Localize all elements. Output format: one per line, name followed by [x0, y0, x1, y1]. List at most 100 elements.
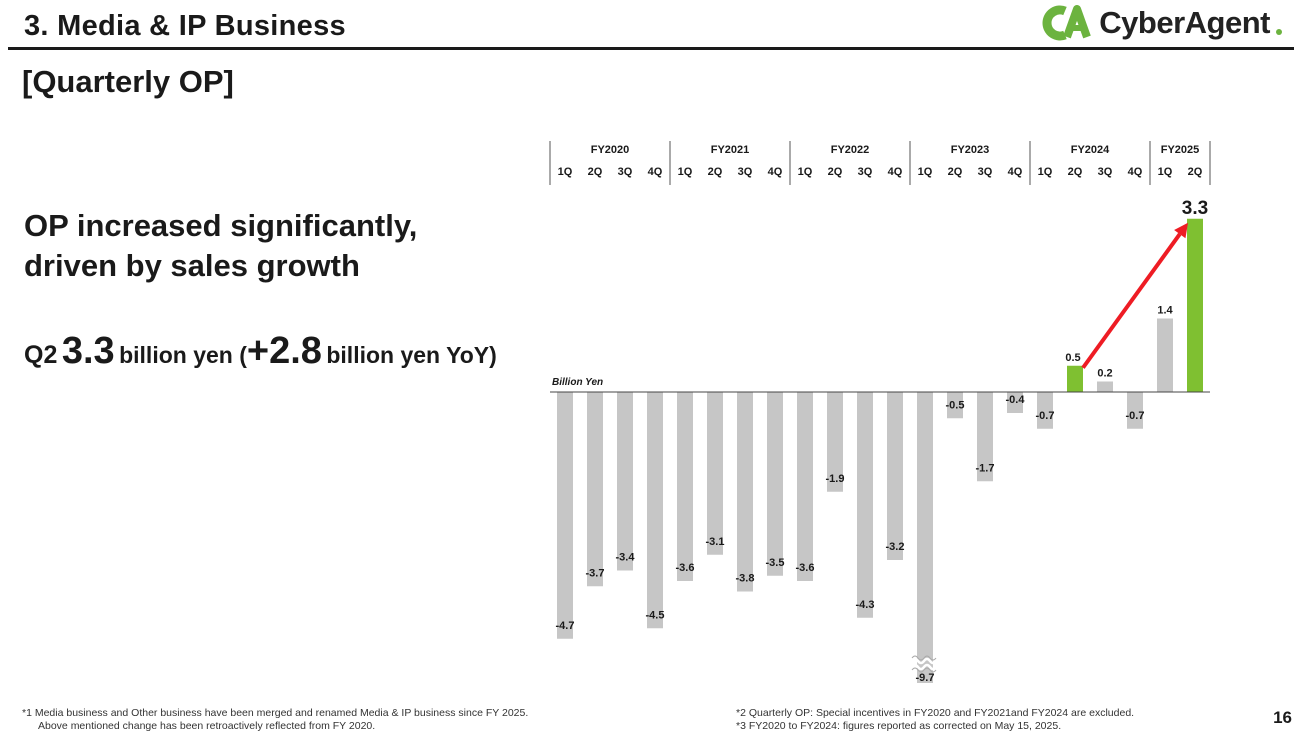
quarter-label: 1Q	[1038, 166, 1053, 178]
quarter-label: 1Q	[558, 166, 573, 178]
quarter-label: 4Q	[1008, 166, 1023, 178]
kpi-quarter: Q2	[24, 341, 58, 369]
bar	[1157, 318, 1173, 392]
data-label: -0.4	[1006, 394, 1026, 406]
ca-logo-mark-icon	[1042, 5, 1092, 41]
quarter-label: 3Q	[858, 166, 873, 178]
logo-dot	[1276, 29, 1282, 35]
bar	[977, 392, 993, 482]
bar	[617, 392, 633, 571]
data-label: 1.4	[1157, 305, 1173, 317]
quarter-label: 3Q	[618, 166, 633, 178]
bar	[737, 392, 753, 592]
data-label: 0.5	[1065, 352, 1080, 364]
fy-label-fy2021: FY2021	[711, 144, 750, 156]
bar	[1007, 392, 1023, 413]
kpi-yoy: +2.8	[246, 330, 322, 372]
quarter-label: 4Q	[768, 166, 783, 178]
data-label: -3.6	[676, 562, 695, 574]
quarter-label: 1Q	[678, 166, 693, 178]
data-label: -3.8	[736, 573, 755, 585]
bar	[857, 392, 873, 618]
bar	[947, 392, 963, 419]
kpi-value: 3.3	[61, 330, 115, 372]
headline: OP increased significantly, driven by sa…	[24, 206, 544, 286]
quarter-label: 2Q	[948, 166, 963, 178]
quarter-label: 3Q	[1098, 166, 1113, 178]
data-label: -3.2	[886, 541, 905, 553]
footnote-1-line-1: *1 Media business and Other business hav…	[22, 707, 529, 719]
footnote-1: *1 Media business and Other business hav…	[22, 707, 528, 733]
headline-line-1: OP increased significantly,	[24, 208, 418, 243]
quarter-label: 2Q	[828, 166, 843, 178]
footnote-1-line-2: Above mentioned change has been retroact…	[38, 720, 376, 732]
logo-text: CyberAgent	[1099, 5, 1270, 40]
quarter-label: 2Q	[588, 166, 603, 178]
bar	[707, 392, 723, 555]
unit-label: Billion Yen	[552, 377, 603, 388]
bar	[1097, 381, 1113, 392]
section-title: 3. Media & IP Business	[24, 10, 346, 42]
headline-line-2: driven by sales growth	[24, 248, 360, 283]
bar	[557, 392, 573, 639]
kpi-summary: Q2 3.3 billion yen (+2.8 billion yen YoY…	[24, 330, 497, 373]
bar	[797, 392, 813, 581]
data-label: -0.7	[1126, 410, 1145, 422]
data-label: -1.9	[826, 473, 845, 485]
fy-label-fy2022: FY2022	[831, 144, 870, 156]
fy-label-fy2024: FY2024	[1071, 144, 1110, 156]
data-label: -3.6	[796, 562, 815, 574]
data-label: -3.5	[766, 557, 785, 569]
data-label: -4.3	[856, 599, 875, 611]
quarter-label: 2Q	[1068, 166, 1083, 178]
quarter-label: 2Q	[708, 166, 723, 178]
data-label: -3.4	[616, 552, 636, 564]
bar	[827, 392, 843, 492]
bar	[647, 392, 663, 629]
bar	[887, 392, 903, 560]
data-label: -0.7	[1036, 410, 1055, 422]
growth-arrow-head-icon	[1174, 222, 1188, 239]
quarter-label: 3Q	[738, 166, 753, 178]
bar	[917, 392, 933, 683]
fy-label-fy2023: FY2023	[951, 144, 990, 156]
bar	[767, 392, 783, 576]
title-divider	[8, 47, 1294, 50]
fy-label-fy2020: FY2020	[591, 144, 630, 156]
data-label: 0.2	[1097, 368, 1112, 380]
bar	[587, 392, 603, 587]
quarter-label: 1Q	[798, 166, 813, 178]
data-label: -3.7	[586, 567, 605, 579]
page-number: 16	[1273, 708, 1292, 727]
footnote-3: *3 FY2020 to FY2024: figures reported as…	[736, 720, 1062, 732]
slide-subtitle: [Quarterly OP]	[22, 64, 234, 99]
quarter-label: 2Q	[1188, 166, 1203, 178]
bar	[1127, 392, 1143, 429]
kpi-yoy-unit: billion yen YoY)	[326, 342, 497, 368]
bar	[1037, 392, 1053, 429]
axis-break-icon	[911, 657, 937, 671]
fy-label-fy2025: FY2025	[1161, 144, 1200, 156]
quarter-label: 1Q	[1158, 166, 1173, 178]
data-label: -0.5	[946, 399, 965, 411]
footnote-2-3: *2 Quarterly OP: Special incentives in F…	[736, 707, 1134, 733]
axis-break-icon	[911, 655, 937, 673]
quarter-label: 1Q	[918, 166, 933, 178]
bar-highlight	[1187, 218, 1203, 392]
data-label: -3.1	[706, 536, 725, 548]
quarter-label: 4Q	[888, 166, 903, 178]
growth-arrow	[1081, 232, 1182, 369]
bar	[677, 392, 693, 581]
cyberagent-logo: CyberAgent	[1041, 4, 1282, 42]
data-label: -4.5	[646, 609, 665, 621]
data-label: -1.7	[976, 462, 995, 474]
data-label: -4.7	[556, 620, 575, 632]
kpi-unit: billion yen (	[119, 342, 247, 368]
bar-highlight	[1067, 365, 1083, 392]
data-label: -9.7	[916, 672, 935, 684]
quarter-label: 4Q	[648, 166, 663, 178]
quarter-label: 4Q	[1128, 166, 1143, 178]
data-label: 3.3	[1182, 198, 1208, 219]
quarter-label: 3Q	[978, 166, 993, 178]
